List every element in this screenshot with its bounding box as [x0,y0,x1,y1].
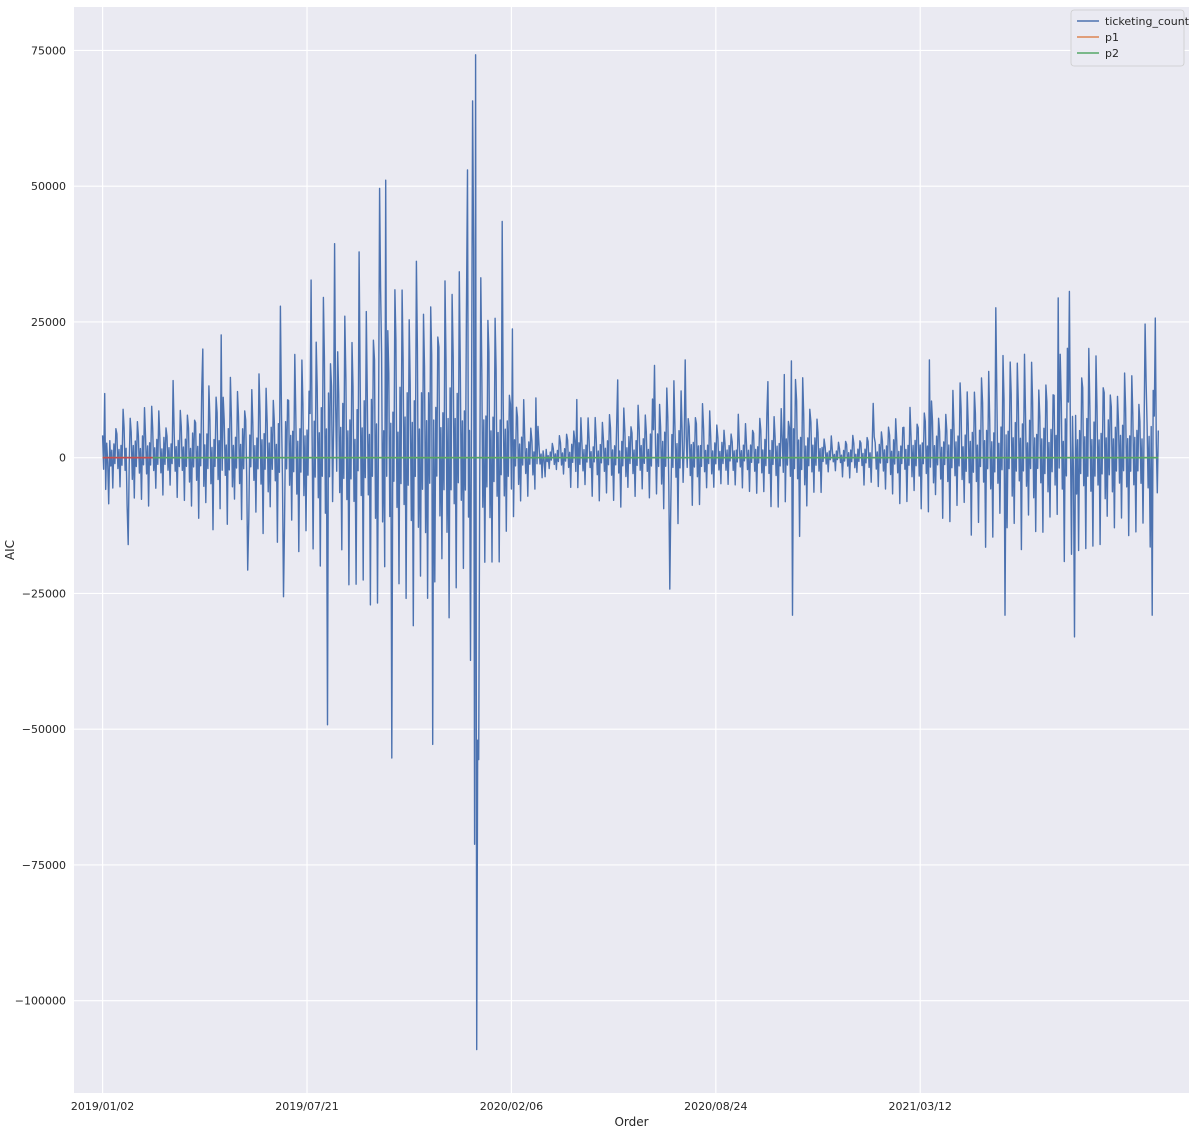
legend-entry: p2 [1105,47,1119,60]
x-tick-label: 2020/02/06 [480,1100,543,1113]
y-tick-label: 50000 [31,180,66,193]
plot-area [74,7,1189,1093]
legend-entry: ticketing_count [1105,15,1190,28]
grid [74,7,1189,1093]
y-tick-labels: 75000 50000 25000 0 −25000 −50000 −75000 −10000… [15,44,66,1007]
x-tick-label: 2020/08/24 [684,1100,747,1113]
y-tick-label: −25000 [22,587,66,600]
y-tick-label: 25000 [31,316,66,329]
x-tick-label: 2019/01/02 [71,1100,134,1113]
y-tick-label: 0 [59,452,66,465]
x-axis-label: Order [614,1115,648,1129]
series-line-ticketing-count [101,54,1159,1051]
x-tick-labels: 2019/01/02 2019/07/21 2020/02/06 2020/08/24… [71,1100,952,1113]
y-tick-label: −100000 [15,995,66,1008]
legend-entry: p1 [1105,31,1119,44]
legend-box [1070,9,1185,67]
x-tick-label: 2021/03/12 [889,1100,952,1113]
series-layer [101,54,1159,1051]
legend: ticketing_count p1 p2 [1070,9,1190,67]
y-tick-label: −50000 [22,723,66,736]
y-axis-label: AIC [3,540,17,560]
x-tick-label: 2019/07/21 [275,1100,338,1113]
y-tick-label: −75000 [22,859,66,872]
y-tick-label: 75000 [31,44,66,57]
